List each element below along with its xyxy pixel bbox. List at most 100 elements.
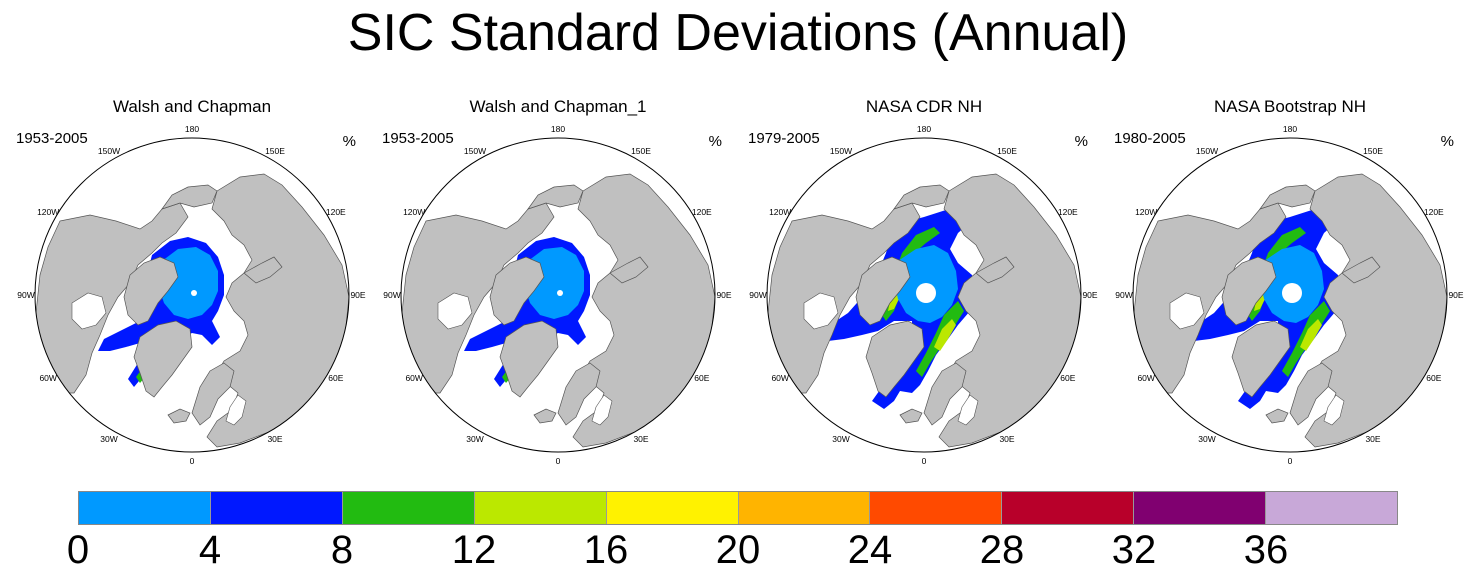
lon-label-lon_150e: 150E (997, 146, 1017, 156)
land-taymyr (1341, 256, 1381, 284)
panel-title: NASA CDR NH (865, 97, 983, 116)
lon-label-lon_0: 0 (556, 456, 561, 466)
pole-hole (916, 283, 936, 303)
pole-marker (191, 290, 197, 296)
colorbar-swatch (606, 492, 739, 524)
colorbar-tick-label: 36 (1243, 528, 1289, 572)
colorbar-swatch (210, 492, 343, 524)
lon-label-lon_120e: 120E (1058, 207, 1078, 217)
polar-map: 180 150E 120E 90E 60E 30E 0 30W 60W 90W 120W 150W (383, 125, 732, 466)
period-label: 1953-2005 (382, 130, 454, 147)
map-panel-1: Walsh and Chapman 1953-2005 % 180 150E 120… (12, 95, 372, 470)
pole-marker (557, 290, 563, 296)
lon-label-lon_60w: 60W (771, 373, 788, 383)
lon-label-lon_120e: 120E (1424, 207, 1444, 217)
lon-label-lon_30e: 30E (267, 434, 282, 444)
water-baltic (1323, 394, 1345, 426)
land-arctic-archipelago (1221, 256, 1277, 326)
lon-label-lon_60e: 60E (1426, 373, 1441, 383)
panel-title: Walsh and Chapman (112, 97, 272, 116)
panel-title: Walsh and Chapman_1 (469, 97, 647, 116)
colorbar-swatch (342, 492, 475, 524)
lon-label-lon_150e: 150E (631, 146, 651, 156)
lon-label-lon_150e: 150E (265, 146, 285, 156)
lon-label-lon_180: 180 (917, 125, 931, 134)
sd-band-12-16 (888, 291, 956, 351)
map-border (766, 137, 1082, 453)
colorbar-labels: 0 4 8 12 16 20 24 28 32 36 (0, 528, 1476, 574)
colorbar-swatch (870, 492, 1003, 524)
land-beringia (527, 184, 584, 210)
lon-label-lon_30w: 30W (1198, 434, 1215, 444)
polar-map: 180 150E 120E 90E 60E 30E 0 30W 60W 90W 120W 150W (749, 125, 1098, 466)
map-panel-2: Walsh and Chapman_1 1953-2005 % 180 150E 1… (378, 95, 738, 470)
land-scandinavia (923, 362, 967, 426)
lon-label-lon_180: 180 (551, 125, 565, 134)
water-baltic (957, 394, 979, 426)
colorbar-swatch (738, 492, 871, 524)
lon-label-lon_60w: 60W (1137, 373, 1154, 383)
land-taymyr (609, 256, 649, 284)
colorbar-tick-label: 8 (330, 528, 354, 572)
land-iceland (167, 408, 191, 424)
lon-label-lon_120w: 120W (1135, 207, 1157, 217)
lon-label-lon_30w: 30W (832, 434, 849, 444)
lon-label-lon_120e: 120E (692, 207, 712, 217)
colorbar-tick-label: 12 (451, 528, 497, 572)
lon-label-lon_120w: 120W (769, 207, 791, 217)
colorbar-swatch (1134, 492, 1267, 524)
map-border (400, 137, 716, 453)
lon-label-lon_90w: 90W (383, 290, 400, 300)
water-hudson-bay (1169, 292, 1205, 330)
lon-label-lon_90e: 90E (350, 290, 365, 300)
lon-label-lon_90w: 90W (1115, 290, 1132, 300)
unit-label: % (342, 133, 356, 150)
map-content (35, 173, 349, 448)
land-greenland (865, 320, 925, 398)
land-scandinavia (191, 362, 235, 426)
period-label: 1979-2005 (748, 130, 820, 147)
lon-label-lon_150w: 150W (1196, 146, 1218, 156)
colorbar (78, 491, 1398, 525)
lon-label-lon_150w: 150W (464, 146, 486, 156)
land-scandinavia (1289, 362, 1333, 426)
land-beringia (161, 184, 218, 210)
lon-label-lon_30w: 30W (100, 434, 117, 444)
colorbar-swatch (474, 492, 607, 524)
lon-label-lon_150e: 150E (1363, 146, 1383, 156)
colorbar-tick-label: 16 (583, 528, 629, 572)
land-greenland (1231, 320, 1291, 398)
colorbar-tick-label: 20 (715, 528, 761, 572)
water-baltic (225, 394, 247, 426)
lon-label-lon_90e: 90E (1082, 290, 1097, 300)
figure-title: SIC Standard Deviations (Annual) (347, 4, 1129, 62)
unit-label: % (1074, 133, 1088, 150)
unit-label: % (1440, 133, 1454, 150)
land-greenland (499, 320, 559, 398)
lon-label-lon_120w: 120W (403, 207, 425, 217)
colorbar-tick-label: 4 (198, 528, 222, 572)
lon-label-lon_30w: 30W (466, 434, 483, 444)
lon-label-lon_90e: 90E (716, 290, 731, 300)
land-scandinavia (557, 362, 601, 426)
map-border (1132, 137, 1448, 453)
land-arctic-archipelago (489, 256, 545, 326)
colorbar-tick-label: 24 (847, 528, 893, 572)
water-hudson-bay (803, 292, 839, 330)
lon-label-lon_60e: 60E (694, 373, 709, 383)
lon-label-lon_60e: 60E (1060, 373, 1075, 383)
land-taymyr (975, 256, 1015, 284)
lon-label-lon_30e: 30E (1365, 434, 1380, 444)
lon-label-lon_120w: 120W (37, 207, 59, 217)
colorbar-tick-label: 28 (979, 528, 1025, 572)
water-baltic (591, 394, 613, 426)
lon-label-lon_0: 0 (1288, 456, 1293, 466)
polar-map: 180 150E 120E 90E 60E 30E 0 30W 60W 90W 120W 150W (1115, 125, 1464, 466)
lon-label-lon_60w: 60W (405, 373, 422, 383)
colorbar-swatch (1266, 492, 1398, 524)
lon-label-lon_60e: 60E (328, 373, 343, 383)
land-arctic-archipelago (123, 256, 179, 326)
land-iceland (899, 408, 923, 424)
lon-label-lon_30e: 30E (633, 434, 648, 444)
land-greenland (133, 320, 193, 398)
